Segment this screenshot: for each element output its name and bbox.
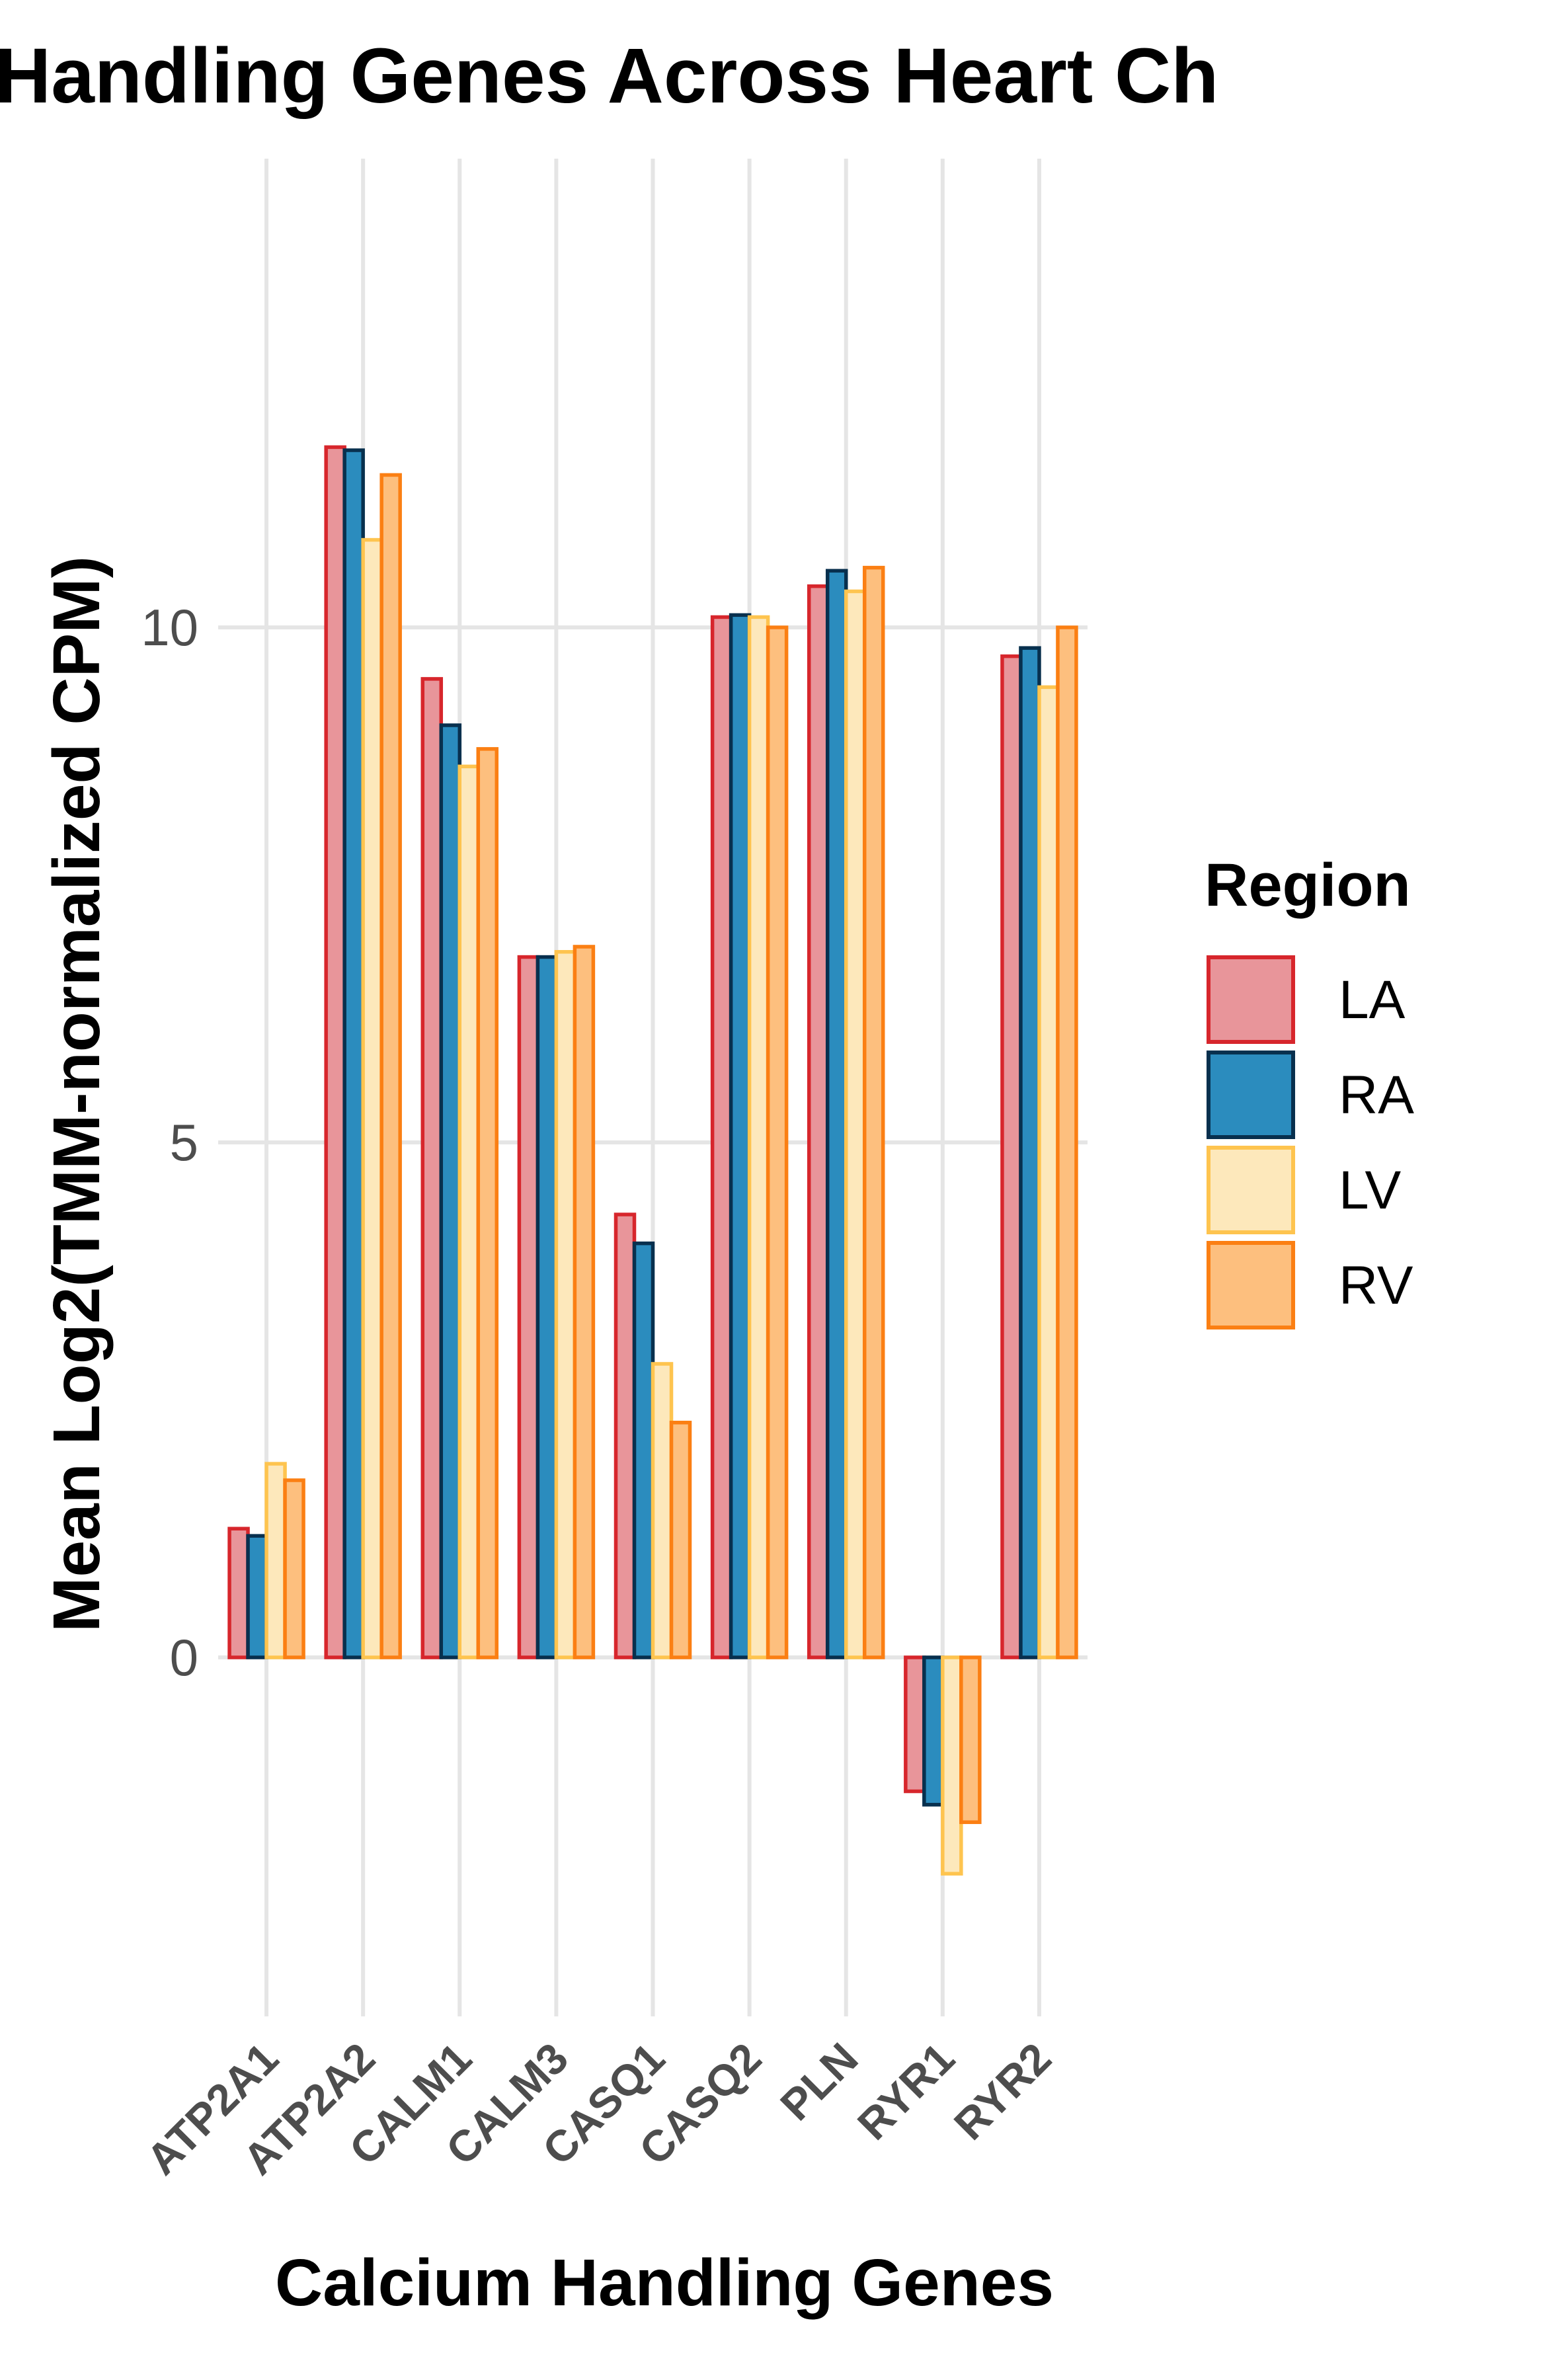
y-axis-label: Mean Log2(TMM-normalized CPM) — [40, 556, 114, 1632]
bar-lv-ryr2 — [1037, 685, 1060, 1659]
bar-ra-ryr2 — [1019, 646, 1041, 1659]
x-axis-label: Calcium Handling Genes — [275, 2246, 1054, 2320]
legend-key-rv — [1207, 1241, 1295, 1329]
x-tick-label: RYR1 — [848, 2034, 964, 2149]
bar-rv-atp2a2 — [379, 473, 402, 1659]
bar-rv-casq1 — [669, 1421, 692, 1659]
bar-ra-casq1 — [632, 1241, 655, 1659]
bar-la-ryr1 — [904, 1655, 926, 1794]
bar-lv-calm3 — [554, 950, 577, 1659]
bar-rv-atp2a1 — [283, 1478, 305, 1659]
bar-rv-casq2 — [766, 625, 789, 1659]
legend-label-rv: RV — [1339, 1255, 1413, 1316]
bar-rv-ryr1 — [959, 1655, 982, 1825]
y-tick-label: 0 — [170, 1628, 198, 1686]
bar-ra-calm1 — [439, 723, 462, 1659]
bar-rv-calm3 — [573, 945, 596, 1659]
bar-rv-calm1 — [476, 747, 499, 1659]
bar-lv-pln — [844, 589, 867, 1659]
legend-label-ra: RA — [1339, 1065, 1414, 1125]
bar-ra-pln — [825, 569, 848, 1659]
bar-ra-casq2 — [729, 613, 752, 1659]
bar-la-casq1 — [614, 1212, 637, 1659]
legend-key-lv — [1207, 1146, 1295, 1234]
bar-la-atp2a2 — [324, 445, 346, 1659]
legend-label-la: LA — [1339, 970, 1406, 1030]
bar-ra-atp2a2 — [342, 448, 365, 1659]
bar-la-calm1 — [420, 677, 444, 1659]
bar-la-casq2 — [710, 615, 733, 1659]
bars — [227, 445, 1078, 1876]
legend-label-lv: LV — [1339, 1160, 1402, 1220]
y-tick-labels: 0 5 10 — [141, 598, 198, 1686]
bar-lv-atp2a1 — [264, 1462, 287, 1659]
chart-title: Handling Genes Across Heart Ch — [0, 32, 1218, 120]
bar-ra-calm3 — [536, 955, 559, 1659]
bar-la-pln — [807, 584, 830, 1659]
bar-rv-ryr2 — [1056, 625, 1078, 1659]
bar-lv-casq1 — [651, 1362, 674, 1659]
bar-ra-ryr1 — [922, 1655, 945, 1807]
bar-ra-atp2a1 — [246, 1534, 268, 1659]
bar-lv-casq2 — [747, 615, 770, 1659]
bar-la-calm3 — [517, 955, 540, 1659]
x-tick-label: RYR2 — [945, 2034, 1060, 2149]
bar-lv-calm1 — [457, 764, 481, 1659]
bar-lv-ryr1 — [941, 1655, 963, 1876]
y-tick-label: 10 — [141, 598, 198, 656]
legend: Region LA RA LV RV — [1205, 852, 1414, 1329]
legend-key-ra — [1207, 1051, 1295, 1139]
bar-rv-pln — [862, 565, 885, 1659]
y-tick-label: 5 — [170, 1113, 198, 1171]
bar-la-atp2a1 — [227, 1527, 250, 1659]
legend-key-la — [1207, 955, 1295, 1044]
legend-title: Region — [1205, 852, 1411, 919]
bar-lv-atp2a2 — [361, 537, 383, 1659]
bar-la-ryr2 — [1000, 654, 1023, 1659]
